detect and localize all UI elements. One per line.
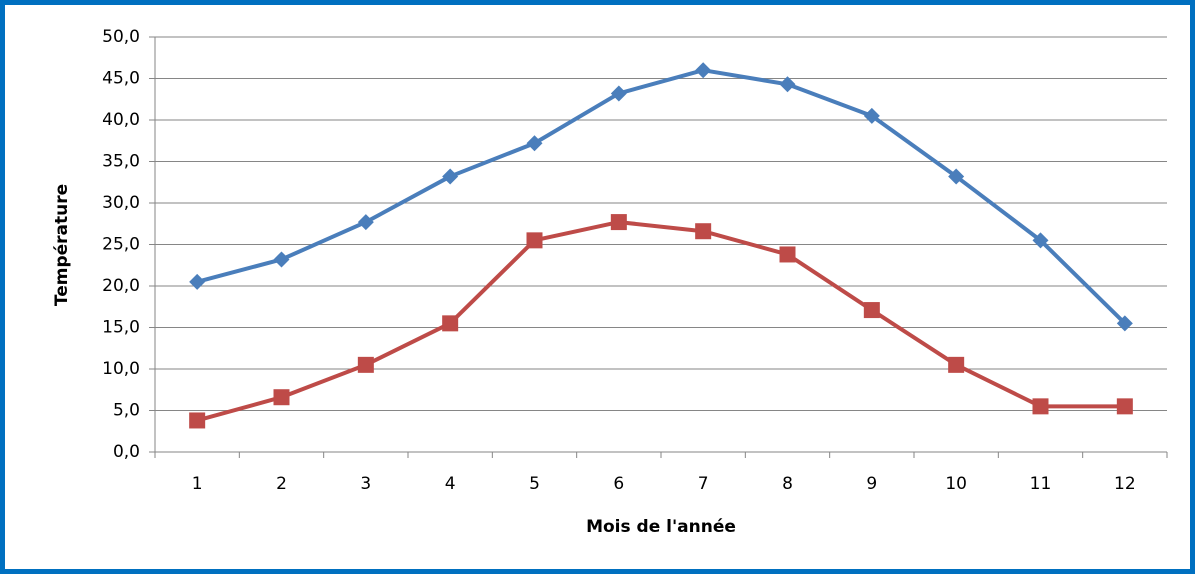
marker	[357, 214, 374, 231]
marker	[695, 223, 712, 240]
series-line	[196, 220, 1125, 423]
y-tick-label: 10,0	[102, 359, 140, 379]
marker	[1032, 232, 1049, 249]
x-tick-label: 5	[529, 474, 540, 494]
series-line	[196, 68, 1127, 325]
marker	[610, 85, 627, 102]
x-tick-label: 8	[782, 474, 793, 494]
marker	[863, 107, 880, 124]
marker	[948, 168, 965, 185]
y-tick-label: 40,0	[102, 110, 140, 130]
marker	[189, 273, 206, 290]
x-tick-label: 9	[866, 474, 877, 494]
marker	[610, 214, 627, 231]
y-tick-label: 50,0	[102, 27, 140, 47]
marker	[189, 412, 206, 429]
x-tick-label: 7	[698, 474, 709, 494]
y-tick-label: 35,0	[102, 152, 140, 172]
marker	[526, 135, 543, 152]
marker	[357, 356, 374, 373]
marker	[779, 246, 796, 263]
y-axis-title: Température	[52, 184, 72, 306]
y-tick-label: 20,0	[102, 276, 140, 296]
x-tick-label: 4	[445, 474, 456, 494]
y-tick-label: 5,0	[113, 401, 140, 421]
x-axis-title: Mois de l'année	[586, 517, 736, 537]
y-tick-label: 15,0	[102, 318, 140, 338]
marker	[695, 62, 712, 79]
x-tick-label: 3	[360, 474, 371, 494]
x-tick-label: 2	[276, 474, 287, 494]
marker	[779, 76, 796, 93]
y-tick-label: 25,0	[102, 235, 140, 255]
marker	[273, 389, 290, 406]
marker	[442, 168, 459, 185]
x-tick-label: 11	[1030, 474, 1052, 494]
y-tick-label: 30,0	[102, 193, 140, 213]
marker	[442, 315, 459, 332]
marker	[863, 302, 880, 319]
y-tick-label: 45,0	[102, 69, 140, 89]
x-tick-label: 1	[192, 474, 203, 494]
x-tick-label: 6	[613, 474, 624, 494]
marker	[273, 251, 290, 268]
marker	[1032, 398, 1049, 415]
x-tick-label: 10	[945, 474, 967, 494]
marker	[1116, 398, 1133, 415]
y-tick-label: 0,0	[113, 442, 140, 462]
marker	[948, 356, 965, 373]
marker	[526, 232, 543, 249]
marker	[1116, 315, 1133, 332]
x-tick-label: 12	[1114, 474, 1136, 494]
